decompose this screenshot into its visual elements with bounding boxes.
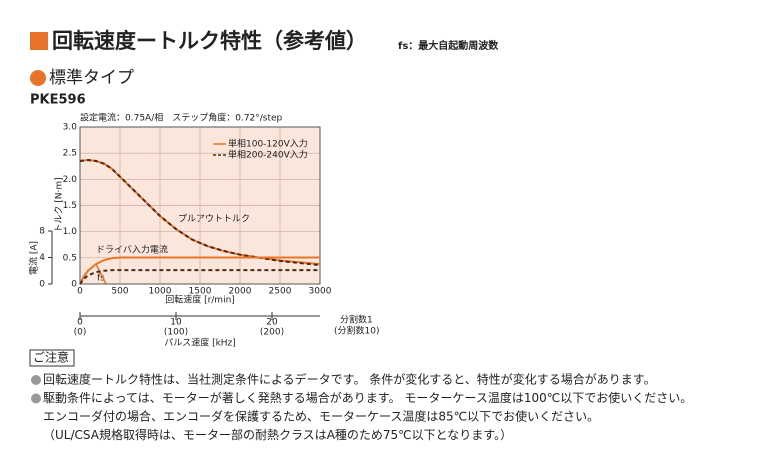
- series-line: [79, 158, 321, 267]
- section-bullet: [30, 70, 46, 86]
- x-tick-label: 0: [77, 287, 83, 297]
- pulse-axis-note: 分割数1: [340, 314, 373, 326]
- plot-frame: [79, 126, 321, 285]
- fs-line: [95, 263, 107, 285]
- x-tick-label: 1500: [189, 287, 212, 297]
- note-line: エンコーダ付の場合、エンコーダを保護するため、モーターケース温度は85℃以下でお…: [43, 409, 599, 424]
- pulse-tick-label: (100): [164, 328, 188, 338]
- pulse-tick-label: 10: [170, 318, 182, 328]
- y-tick-label: 2.0: [63, 175, 78, 185]
- legend-label: 単相100-120V入力: [228, 138, 308, 150]
- pulse-tick-label: 0: [77, 318, 83, 328]
- x-tick-label: 2000: [229, 287, 252, 297]
- series-line: [79, 269, 320, 285]
- legend-label: 単相200-240V入力: [228, 149, 308, 161]
- y-tick-label: 0: [71, 280, 77, 290]
- pulse-axis-label: パルス速度 [kHz]: [164, 337, 236, 349]
- page-title: 回転速度ートルク特性（参考値）: [52, 29, 367, 53]
- pulse-axis-note: (分割数10): [334, 325, 379, 337]
- note-line: （UL/CSA規格取得時は、モーター部の耐熱クラスはA種のため75℃以下となりま…: [43, 427, 512, 442]
- y-tick-label: 1.5: [63, 201, 77, 211]
- annotation: fs: [97, 274, 105, 284]
- note-line: 回転速度ートルク特性は、当社測定条件によるデータです。 条件が変化すると、特性が…: [43, 372, 656, 387]
- note-line: 駆動条件によっては、モーターが著しく発熱する場合があります。 モーターケース温度…: [43, 390, 692, 405]
- pulse-tick-label: (0): [74, 328, 87, 338]
- pulse-tick-label: 20: [266, 318, 278, 328]
- model: PKE596: [30, 93, 86, 108]
- y-tick-label: 3.0: [63, 123, 78, 133]
- y2-axis-label: 電流 [A]: [28, 241, 40, 275]
- notes: 回転速度ートルク特性は、当社測定条件によるデータです。 条件が変化すると、特性が…: [31, 372, 692, 442]
- x-tick-label: 1000: [149, 287, 172, 297]
- y-tick-label: 2.5: [63, 149, 77, 159]
- y2-tick-label: 0: [39, 280, 45, 290]
- y2-tick-label: 8: [39, 227, 45, 237]
- y-tick-label: 0.5: [63, 253, 77, 263]
- series-line: [79, 256, 320, 285]
- chart: 0 500 1000 1500 2000 2500 300000.51.01.52.02.5…: [39, 123, 331, 338]
- pulse-tick-label: (200): [260, 328, 284, 338]
- x-tick-label: 2500: [269, 287, 292, 297]
- y-tick-label: 1.0: [63, 227, 78, 237]
- section-title: 標準タイプ: [49, 68, 134, 88]
- x-tick-label: 3000: [309, 287, 332, 297]
- note-bullet: [31, 375, 41, 385]
- x-tick-label: 500: [111, 287, 128, 297]
- note-bullet: [31, 393, 41, 404]
- title-marker: [30, 32, 48, 50]
- annotation: ドライバ入力電流: [96, 244, 168, 256]
- settings-note: 設定電流：0.75A/相 ステップ角度：0.72°/step: [80, 112, 283, 124]
- subtitle: fs：最大自起動周波数: [398, 39, 499, 52]
- notes-heading: ご注意: [33, 350, 69, 365]
- y-axis-label: トルク [N·m]: [54, 177, 65, 232]
- annotation: プルアウトトルク: [178, 214, 250, 225]
- x-axis-label: 回転速度 [r/min]: [165, 294, 235, 306]
- y2-tick-label: 4: [39, 253, 45, 263]
- notes-box: [29, 349, 75, 367]
